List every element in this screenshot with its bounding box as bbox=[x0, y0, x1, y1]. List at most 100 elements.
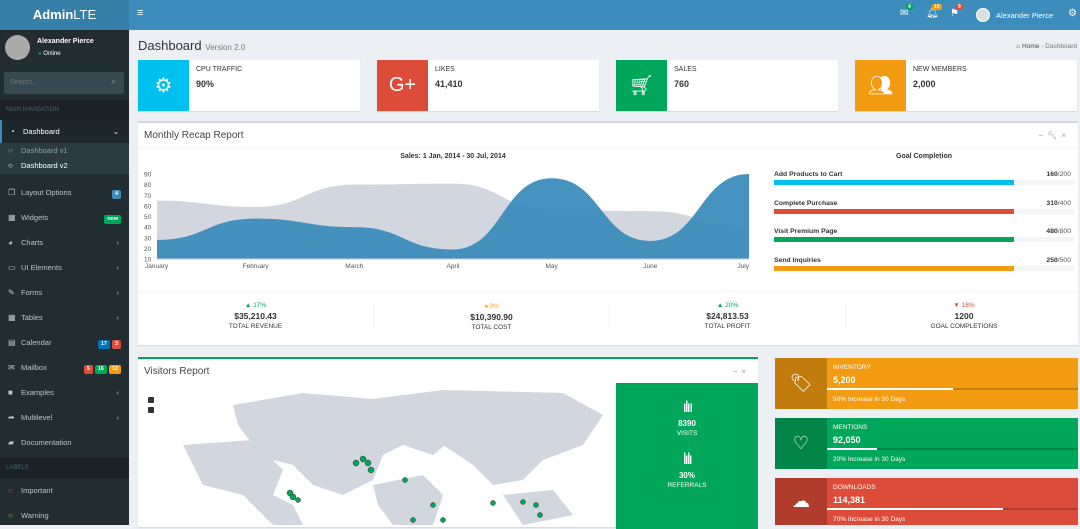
goal-total: /400 bbox=[1057, 199, 1071, 207]
pie-chart-icon: ◕ bbox=[8, 238, 13, 247]
box-tools: −🔧︎× bbox=[1039, 131, 1071, 140]
sparkline-bar-icon: ılıı bbox=[682, 399, 694, 416]
page-title: Dashboard Version 2.0 bbox=[138, 38, 246, 53]
sidebar-user-name: Alexander Pierce bbox=[37, 38, 94, 45]
x-tick-label: May bbox=[546, 263, 559, 270]
sidebar-item-forms[interactable]: ✎ Forms ‹ bbox=[0, 280, 129, 305]
info-box-likes: G+ LIKES 41,410 bbox=[377, 60, 599, 111]
zoom-out-button[interactable] bbox=[148, 407, 154, 413]
dashboard-icon: ◔ bbox=[10, 127, 15, 136]
progress-description: 70% Increase in 30 Days bbox=[833, 516, 906, 523]
count-badge: 5 bbox=[83, 365, 93, 374]
description-block: ▲ 20% $24,813.53 TOTAL PROFIT bbox=[610, 302, 846, 330]
info-box-label: LIKES bbox=[435, 66, 455, 73]
goal-value: 160 bbox=[1046, 171, 1058, 178]
circle-red-icon: ○ bbox=[8, 486, 13, 495]
sidebar-item-label: Mailbox bbox=[21, 363, 47, 372]
chevron-left-icon: ‹ bbox=[116, 238, 120, 247]
progress-bar bbox=[774, 180, 1074, 185]
count-badge: 17 bbox=[97, 340, 110, 349]
user-menu[interactable]: Alexander Pierce bbox=[996, 11, 1054, 20]
laptop-icon: ▭ bbox=[8, 263, 16, 272]
sidebar-item-label: Examples bbox=[21, 388, 54, 397]
tag-icon: 🏷︎ bbox=[775, 358, 827, 409]
logo[interactable]: AdminLTE bbox=[0, 0, 129, 30]
sidebar-item-dashboard[interactable]: ◔ Dashboard ⌄ bbox=[0, 120, 129, 143]
sidebar-item-label: Calendar bbox=[21, 338, 52, 347]
sidebar-item-mailbox[interactable]: ✉ Mailbox 5 16 12 bbox=[0, 355, 129, 380]
sidebar-item-layout-options[interactable]: ❐ Layout Options 4 bbox=[0, 180, 129, 205]
sidebar-item-examples[interactable]: ■ Examples ‹ bbox=[0, 380, 129, 405]
goal-value: 250 bbox=[1046, 257, 1058, 265]
series-area-1 bbox=[157, 174, 749, 259]
sidebar-toggle-icon[interactable]: ≡ bbox=[137, 7, 144, 19]
y-tick-label: 90 bbox=[144, 172, 152, 179]
messages-icon[interactable]: ✉ 4 bbox=[900, 4, 913, 19]
sidebar-item-important[interactable]: ○ Important bbox=[0, 478, 129, 503]
search-icon[interactable]: ⌕ bbox=[111, 77, 116, 86]
stat-label: TOTAL REVENUE bbox=[228, 323, 283, 330]
stat-label: TOTAL PROFIT bbox=[704, 323, 751, 330]
info-box-inventory: 🏷︎ INVENTORY 5,200 50% Increase in 30 Days bbox=[775, 358, 1078, 409]
sidebar-item-widgets[interactable]: ▦ Widgets new bbox=[0, 205, 129, 230]
sidebar-item-label: Layout Options bbox=[21, 188, 72, 197]
sidebar-item-dashboard-v2[interactable]: ○ Dashboard v2 bbox=[0, 158, 129, 174]
percentage-change: ▲ 17% bbox=[244, 302, 267, 309]
sidebar-item-calendar[interactable]: ▤ Calendar 17 3 bbox=[0, 330, 129, 355]
goal-label: Add Products to Cart bbox=[774, 171, 843, 178]
sidebar-item-label: Dashboard v1 bbox=[21, 146, 68, 155]
chevron-left-icon: ‹ bbox=[116, 288, 120, 297]
breadcrumb-home[interactable]: Home bbox=[1022, 43, 1040, 50]
share-icon: ➦ bbox=[8, 413, 15, 422]
world-map[interactable] bbox=[143, 385, 613, 525]
sidebar-item-charts[interactable]: ◕ Charts ‹ bbox=[0, 230, 129, 255]
x-tick-label: June bbox=[643, 263, 657, 270]
search-input[interactable] bbox=[4, 72, 99, 93]
y-tick-label: 10 bbox=[144, 257, 152, 264]
info-box-label: MENTIONS bbox=[833, 424, 868, 431]
zoom-in-button[interactable] bbox=[148, 397, 154, 403]
edit-icon: ✎ bbox=[8, 288, 15, 297]
sidebar-search[interactable]: ⌕ bbox=[4, 72, 124, 94]
goal-value: 310 bbox=[1046, 199, 1058, 207]
percentage-change: ▲ 20% bbox=[716, 302, 739, 309]
user-status: ● Online bbox=[38, 51, 61, 57]
user-avatar bbox=[5, 35, 30, 60]
goal-label: Send Inquiries bbox=[774, 257, 821, 265]
sidebar-item-multilevel[interactable]: ➦ Multilevel ‹ bbox=[0, 405, 129, 430]
wrench-icon[interactable]: 🔧︎ bbox=[1047, 131, 1062, 140]
goal-value: 480 bbox=[1046, 228, 1058, 236]
sidebar-item-documentation[interactable]: ▰ Documentation bbox=[0, 430, 129, 455]
info-box-label: CPU TRAFFIC bbox=[196, 66, 243, 73]
sidebar-item-warning[interactable]: ○ Warning bbox=[0, 503, 129, 528]
goal-title: Goal Completion bbox=[896, 153, 952, 160]
sidebar-item-label: Important bbox=[21, 486, 53, 495]
collapse-icon[interactable]: − bbox=[732, 367, 742, 376]
stat-amount: $10,390.90 bbox=[470, 312, 513, 322]
info-box-sales: 🛒︎ SALES 760 bbox=[616, 60, 838, 111]
referrals-label: REFERRALS bbox=[667, 482, 707, 489]
notifications-icon[interactable]: 🔔︎ 10 bbox=[926, 4, 942, 19]
sidebar-item-ui-elements[interactable]: ▭ UI Elements ‹ bbox=[0, 255, 129, 280]
files-icon: ❐ bbox=[8, 188, 16, 197]
chevron-left-icon: ‹ bbox=[116, 313, 120, 322]
main-nav-header: MAIN NAVIGATION bbox=[0, 100, 129, 120]
sidebar-item-label: Charts bbox=[21, 238, 44, 247]
goal-progress-item: Complete Purchase 310/400 bbox=[774, 199, 1074, 214]
user-avatar[interactable] bbox=[976, 8, 990, 22]
labels-header: LABELS bbox=[0, 458, 129, 478]
sidebar-item-dashboard-v1[interactable]: ○ Dashboard v1 bbox=[0, 143, 129, 159]
collapse-icon[interactable]: − bbox=[1038, 131, 1048, 140]
table-icon: ▦ bbox=[8, 313, 16, 322]
sidebar-item-tables[interactable]: ▦ Tables ‹ bbox=[0, 305, 129, 330]
goal-label: Complete Purchase bbox=[774, 199, 838, 207]
info-box-value: 114,381 bbox=[833, 495, 866, 505]
stat-amount: $24,813.53 bbox=[706, 311, 749, 321]
close-icon[interactable]: × bbox=[1061, 131, 1070, 140]
settings-gears-icon[interactable]: ⚙ bbox=[1068, 8, 1077, 19]
chevron-left-icon: ‹ bbox=[116, 263, 120, 272]
progress-bar bbox=[774, 237, 1074, 243]
close-icon[interactable]: × bbox=[741, 367, 750, 376]
progress-bar bbox=[774, 208, 1074, 214]
tasks-flag-icon[interactable]: ⚑ 9 bbox=[950, 4, 963, 19]
